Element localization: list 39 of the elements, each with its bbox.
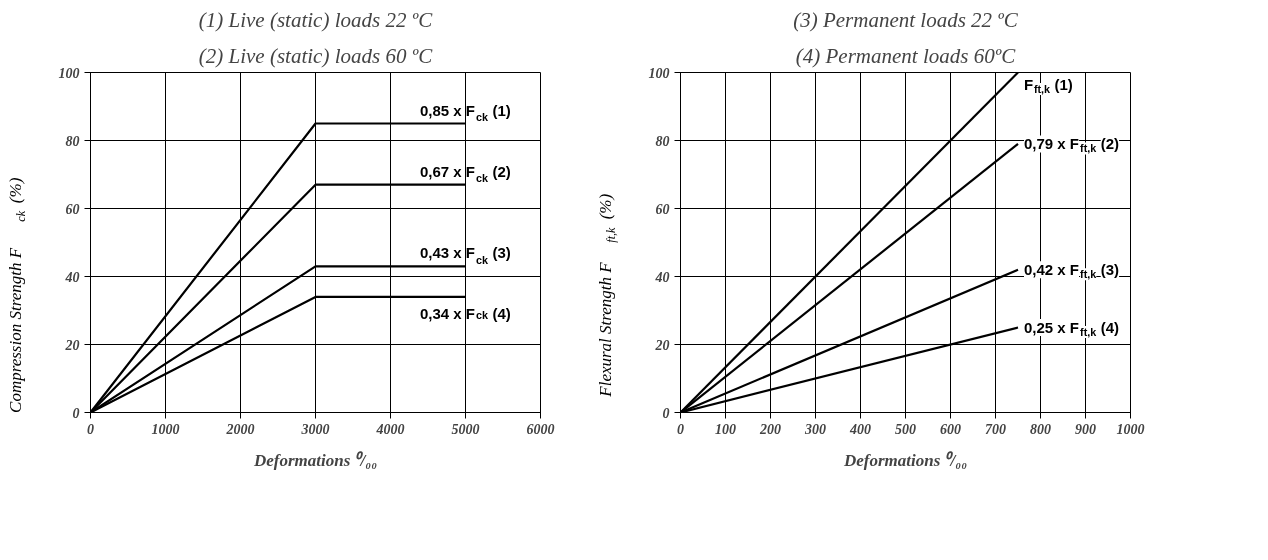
chart-subtitle: (2) Live (static) loads 60 ºC bbox=[198, 43, 434, 68]
x-tick-label: 900 bbox=[1075, 421, 1096, 437]
y-tick-label: 40 bbox=[64, 269, 80, 285]
y-tick-label: 0 bbox=[662, 405, 670, 421]
chart-title: (3) Permanent loads 22 ºC bbox=[793, 7, 1019, 32]
x-tick-label: 6000 bbox=[526, 421, 555, 437]
chart-subtitle: (4) Permanent loads 60ºC bbox=[795, 43, 1017, 68]
x-axis-title: Deformations ⁰/₀₀ bbox=[842, 450, 968, 470]
x-tick-label: 300 bbox=[804, 421, 826, 437]
x-tick-label: 400 bbox=[849, 421, 871, 437]
x-tick-label: 200 bbox=[759, 421, 781, 437]
y-tick-label: 100 bbox=[58, 65, 80, 81]
x-tick-label: 800 bbox=[1030, 421, 1051, 437]
y-tick-label: 60 bbox=[655, 201, 670, 217]
x-tick-label: 1000 bbox=[1116, 421, 1145, 437]
x-axis-title: Deformations ⁰/₀₀ bbox=[252, 450, 378, 470]
y-tick-label: 20 bbox=[64, 337, 80, 353]
x-tick-label: 600 bbox=[940, 421, 961, 437]
y-tick-label: 20 bbox=[654, 337, 670, 353]
x-tick-label: 700 bbox=[985, 421, 1006, 437]
x-tick-label: 500 bbox=[895, 421, 916, 437]
x-tick-label: 1000 bbox=[151, 421, 180, 437]
x-tick-label: 0 bbox=[87, 421, 94, 437]
y-tick-label: 40 bbox=[654, 269, 670, 285]
chart-title: (1) Live (static) loads 22 ºC bbox=[198, 7, 434, 32]
y-tick-label: 0 bbox=[72, 405, 80, 421]
y-tick-label: 60 bbox=[65, 201, 80, 217]
x-tick-label: 100 bbox=[715, 421, 736, 437]
series-label: 0,34 x Fck (4) bbox=[420, 304, 511, 322]
y-tick-label: 100 bbox=[648, 65, 670, 81]
x-tick-label: 0 bbox=[677, 421, 684, 437]
y-axis-title: Flexural Strength Fft,k (%) bbox=[596, 193, 618, 398]
x-tick-label: 3000 bbox=[300, 421, 330, 437]
text: Compression Strength Fck (%) bbox=[6, 177, 28, 413]
x-tick-label: 2000 bbox=[225, 421, 255, 437]
x-tick-label: 4000 bbox=[375, 421, 405, 437]
y-tick-label: 80 bbox=[655, 133, 670, 149]
x-tick-label: 5000 bbox=[451, 421, 480, 437]
y-tick-label: 80 bbox=[65, 133, 80, 149]
